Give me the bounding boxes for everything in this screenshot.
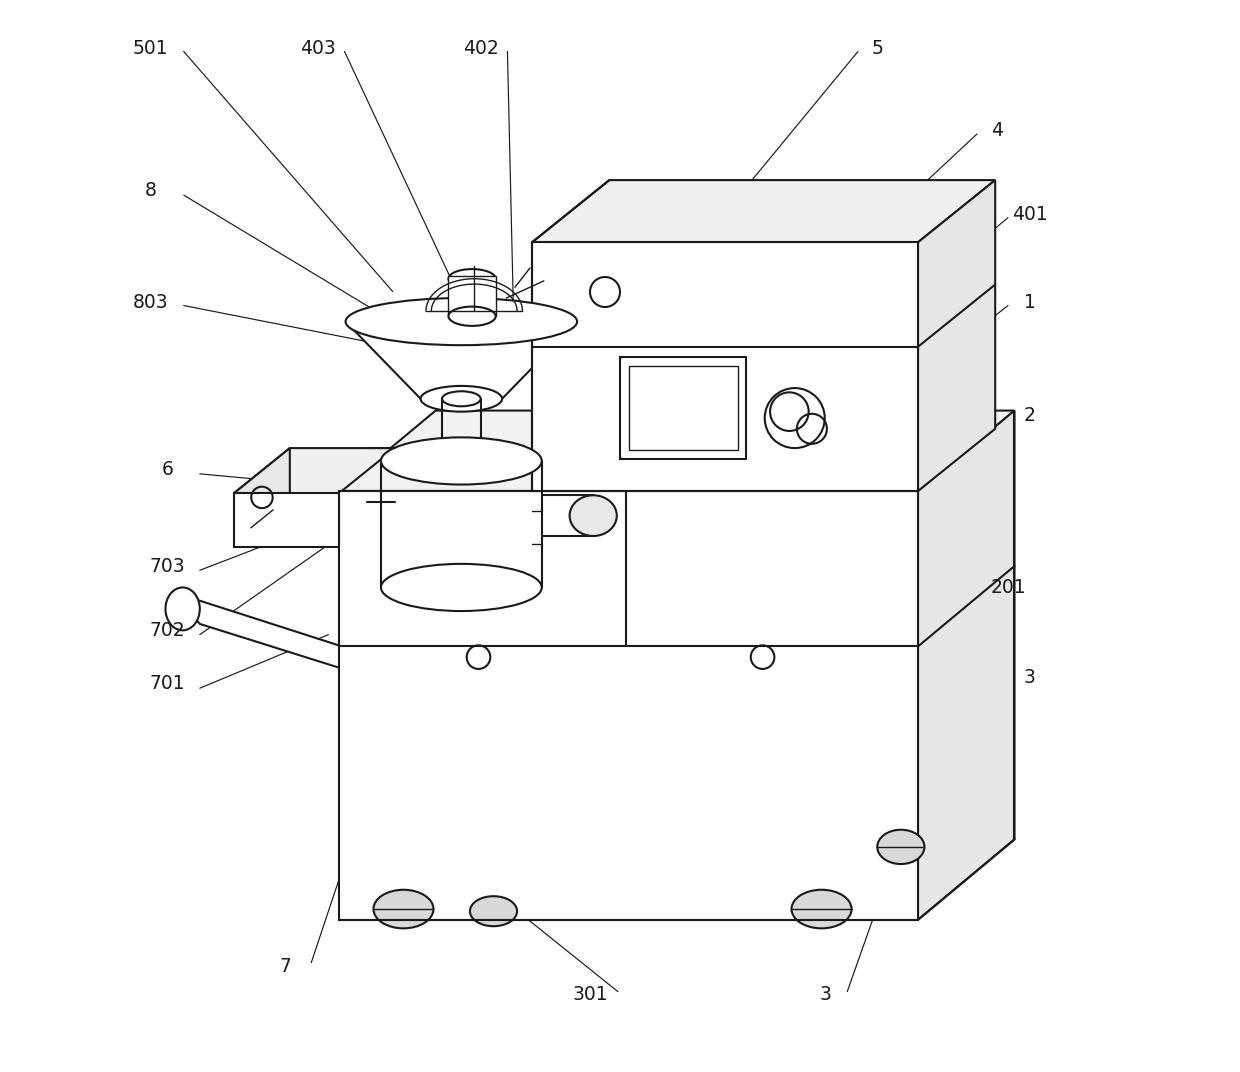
Polygon shape [234,448,394,493]
Ellipse shape [791,890,852,928]
Polygon shape [918,180,996,491]
Ellipse shape [441,453,481,468]
Text: 501: 501 [133,39,169,58]
Polygon shape [346,322,577,399]
Ellipse shape [449,307,496,326]
Text: 2: 2 [1023,406,1035,426]
Ellipse shape [877,830,925,864]
Ellipse shape [381,437,542,485]
Ellipse shape [441,391,481,406]
Ellipse shape [381,564,542,611]
Text: 403: 403 [300,39,336,58]
Bar [339,491,918,920]
Text: 5: 5 [872,39,883,58]
Bar [532,242,918,491]
Text: 1: 1 [1023,293,1035,312]
Bar [629,366,738,450]
Polygon shape [172,592,500,718]
Ellipse shape [165,587,200,630]
Text: 6: 6 [161,460,174,479]
Text: 3: 3 [1023,668,1035,687]
Bar [620,357,746,459]
Text: 701: 701 [150,674,186,694]
Text: 3: 3 [820,985,832,1004]
Text: 803: 803 [133,293,169,312]
Ellipse shape [373,890,434,928]
Ellipse shape [420,386,502,412]
Text: 8: 8 [145,181,156,200]
Bar [449,276,496,316]
Polygon shape [918,411,1014,920]
Ellipse shape [449,269,496,288]
Text: 201: 201 [991,578,1025,597]
Text: 4: 4 [991,121,1003,140]
Ellipse shape [569,495,616,536]
Polygon shape [532,180,996,242]
Text: 301: 301 [572,985,608,1004]
Polygon shape [339,411,1014,491]
Polygon shape [234,448,290,547]
Text: 7: 7 [279,957,291,977]
Text: 402: 402 [463,39,498,58]
Ellipse shape [470,896,517,926]
Ellipse shape [346,298,577,345]
Bar [234,493,339,547]
Text: 703: 703 [150,556,186,576]
Text: 702: 702 [150,621,186,640]
Text: 401: 401 [1012,205,1048,224]
